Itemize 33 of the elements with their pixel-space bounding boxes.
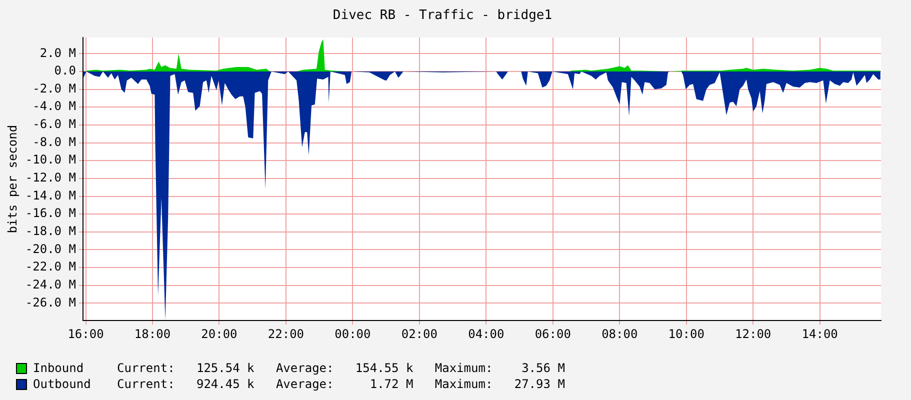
text: Current: 125.54 k Average: 154.55 k Maximum: 3.56 M	[117, 361, 565, 375]
x-tick-label: 20:00	[201, 326, 238, 341]
x-tick-label: 04:00	[468, 326, 504, 341]
x-tick-label: 16:00	[68, 326, 104, 341]
y-tick-label: -20.0 M	[25, 242, 76, 256]
y-tick-label: -6.0 M	[32, 117, 76, 132]
x-tick-label: 02:00	[401, 326, 438, 341]
x-tick-label: 08:00	[602, 326, 638, 341]
y-tick-label: -8.0 M	[32, 134, 76, 149]
text: Current: 924.45 k Average: 1.72 M Maximum: 27.93 M	[117, 377, 565, 391]
x-tick-label: 00:00	[334, 326, 371, 341]
y-tick-label: -2.0 M	[32, 81, 76, 96]
x-tick-label: 14:00	[802, 326, 838, 341]
x-tick-label: 10:00	[668, 326, 704, 341]
x-tick-label: 12:00	[735, 326, 772, 341]
y-tick-label: -18.0 M	[25, 224, 76, 238]
y-tick-label: -16.0 M	[25, 206, 76, 220]
y-tick-label: -4.0 M	[32, 99, 76, 114]
y-tick-label: -14.0 M	[25, 188, 76, 202]
legend-label: Inbound	[33, 361, 85, 375]
y-tick-label: -10.0 M	[25, 152, 76, 167]
x-tick-label: 18:00	[134, 326, 171, 341]
y-tick-label: -22.0 M	[25, 260, 76, 274]
y-tick-label: -12.0 M	[25, 170, 76, 185]
legend-label: Outbound	[33, 377, 92, 391]
chart-title: Divec RB - Traffic - bridge1	[332, 8, 552, 24]
y-tick-label: 2.0 M	[40, 46, 76, 60]
x-tick-label: 22:00	[268, 326, 304, 341]
y-axis-title: bits per second	[5, 124, 20, 234]
y-tick-label: -26.0 M	[25, 295, 76, 310]
y-tick-label: 0.0	[54, 64, 76, 78]
y-tick-label: -24.0 M	[25, 278, 76, 292]
x-tick-label: 06:00	[534, 326, 571, 341]
